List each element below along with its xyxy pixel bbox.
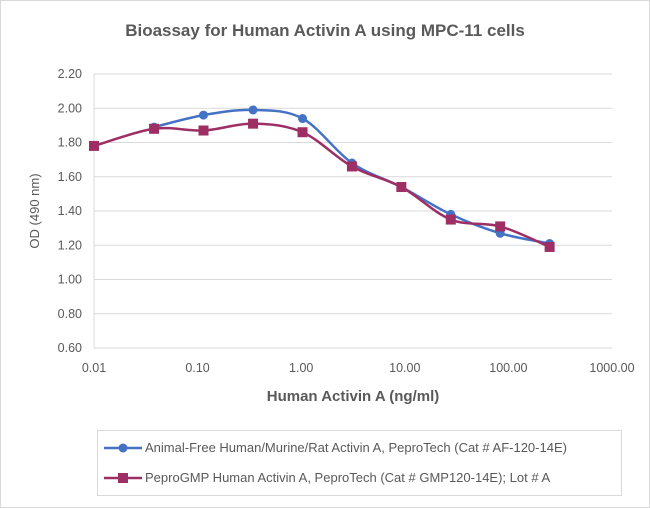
series-line-1: [93, 122, 551, 249]
legend: Animal-Free Human/Murine/Rat Activin A, …: [97, 430, 622, 496]
legend-label: PeproGMP Human Activin A, PeproTech (Cat…: [145, 470, 551, 485]
data-point: [198, 125, 209, 136]
y-tick-label: 0.60: [58, 341, 82, 355]
square-marker-icon: [104, 472, 142, 483]
y-tick-label: 0.80: [58, 307, 82, 321]
legend-item-peprogmp: PeproGMP Human Activin A, PeproTech (Cat…: [104, 470, 550, 485]
chart-title: Bioassay for Human Activin A using MPC-1…: [125, 21, 525, 40]
x-tick-label: 0.10: [185, 361, 209, 375]
y-tick-label: 1.40: [58, 204, 82, 218]
y-axis-label: OD (490 nm): [27, 173, 42, 248]
x-tick-label: 100.00: [489, 361, 527, 375]
data-point: [298, 114, 308, 124]
data-point: [297, 127, 308, 138]
data-point: [495, 221, 506, 232]
y-tick-label: 2.20: [58, 67, 82, 81]
data-point: [346, 161, 357, 172]
legend-label: Animal-Free Human/Murine/Rat Activin A, …: [145, 440, 567, 455]
data-point: [149, 123, 160, 134]
y-tick-label: 1.20: [58, 238, 82, 252]
circle-marker-icon: [104, 443, 142, 452]
x-tick-label: 1.00: [289, 361, 313, 375]
legend-item-animal-free: Animal-Free Human/Murine/Rat Activin A, …: [104, 440, 567, 455]
chart: Bioassay for Human Activin A using MPC-1…: [27, 21, 635, 405]
y-tick-label: 1.80: [58, 136, 82, 150]
x-tick-label: 0.01: [82, 361, 106, 375]
x-tick-label: 1000.00: [589, 361, 634, 375]
data-point: [544, 241, 555, 252]
data-point: [248, 105, 258, 115]
data-point: [248, 118, 259, 129]
x-tick-label: 10.00: [389, 361, 420, 375]
data-point: [89, 140, 99, 151]
y-tick-label: 2.00: [58, 101, 82, 115]
y-tick-label: 1.00: [58, 273, 82, 287]
data-point: [445, 214, 456, 225]
data-point: [198, 110, 208, 120]
data-point: [396, 182, 407, 193]
y-tick-label: 1.60: [58, 170, 82, 184]
x-axis-label: Human Activin A (ng/ml): [267, 388, 440, 405]
